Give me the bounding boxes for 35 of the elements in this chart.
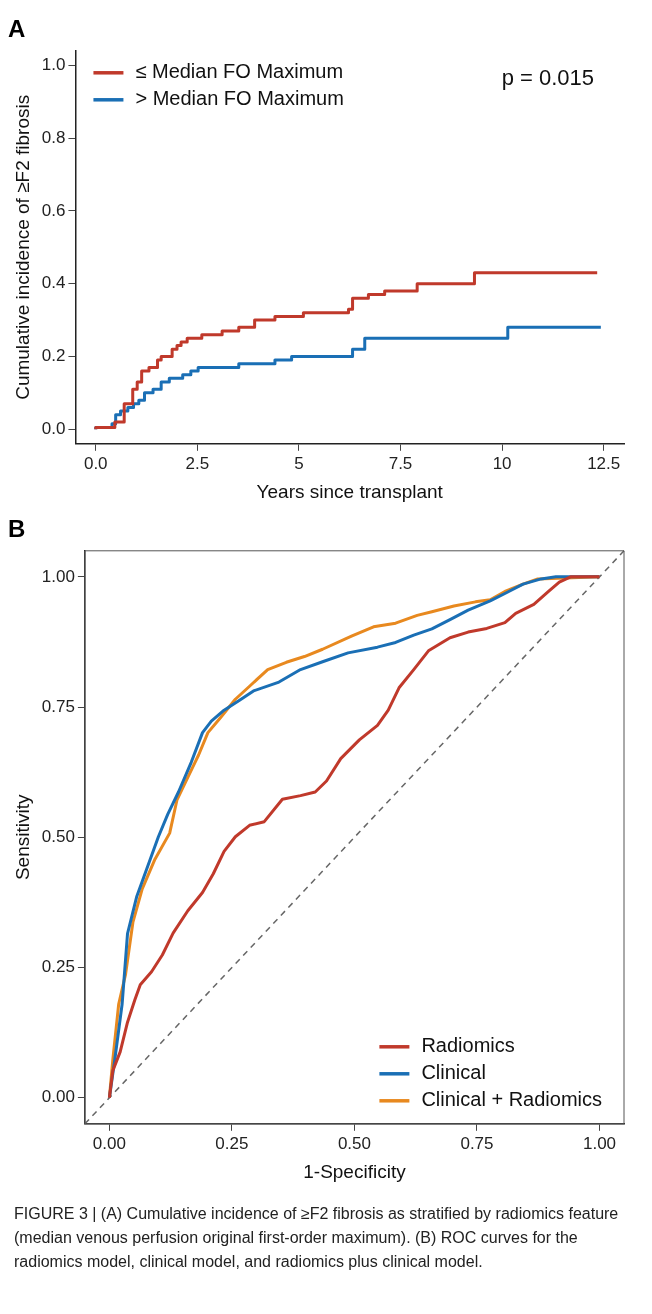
y-tick-label: 0.4 <box>41 273 66 293</box>
x-tick-label: 2.5 <box>185 453 210 473</box>
y-tick-label: 1.0 <box>41 55 66 75</box>
y-tick-label: 0.50 <box>41 826 75 846</box>
y-tick-label: 0.8 <box>41 127 66 147</box>
y-tick-label: 0.2 <box>41 346 66 366</box>
x-tick-label: 0.75 <box>460 1133 494 1153</box>
y-tick-label: 1.00 <box>41 566 75 586</box>
y-tick-label: 0.00 <box>41 1087 75 1107</box>
chart-title: A <box>8 15 26 43</box>
legend-label: ≤ Median FO Maximum <box>135 60 344 83</box>
y-tick-label: 0.6 <box>41 200 66 220</box>
x-tick-label: 1.00 <box>582 1133 617 1153</box>
y-tick-label: 0.25 <box>41 957 75 977</box>
legend-label: > Median FO Maximum <box>135 87 344 110</box>
x-tick-label: 0.0 <box>83 453 108 473</box>
caption: FIGURE 3 | (A) Cumulative incidence of ≥F2 fibrosis as stratified by radiomics feature (median venous perfusion original first-order maximum). (B) ROC curves for the radiomics model, clinical model, and radiomics plus clinical model. <box>14 1204 620 1272</box>
x-tick-label: 7.5 <box>388 453 413 473</box>
legend-label: Clinical <box>421 1061 486 1084</box>
x-tick-label: 12.5 <box>587 453 621 473</box>
x-axis-title: Years since transplant <box>256 480 444 502</box>
legend-label: Clinical + Radiomics <box>421 1088 603 1111</box>
legend-label: Radiomics <box>421 1034 515 1057</box>
y-axis-title: Cumulative incidence of ≥F2 fibrosis <box>11 94 33 400</box>
y-tick-label: 0.75 <box>41 696 75 716</box>
y-axis-title: Sensitivity <box>11 794 33 881</box>
chart-title: B <box>8 515 26 543</box>
x-tick-label: 0.50 <box>337 1133 371 1153</box>
x-tick-label: 0.25 <box>215 1133 249 1153</box>
x-tick-label: 10 <box>492 453 512 473</box>
x-tick-label: 5 <box>294 453 304 473</box>
x-axis-title: 1-Specificity <box>303 1160 407 1182</box>
annotation: p = 0.015 <box>501 64 594 90</box>
y-tick-label: 0.0 <box>41 418 66 438</box>
x-tick-label: 0.00 <box>92 1133 126 1153</box>
